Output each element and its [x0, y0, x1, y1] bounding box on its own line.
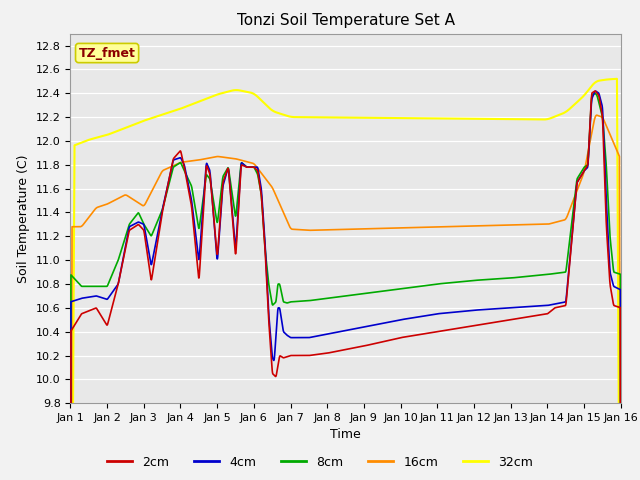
Y-axis label: Soil Temperature (C): Soil Temperature (C) [17, 154, 30, 283]
Text: TZ_fmet: TZ_fmet [79, 47, 136, 60]
Legend: 2cm, 4cm, 8cm, 16cm, 32cm: 2cm, 4cm, 8cm, 16cm, 32cm [102, 451, 538, 474]
Title: Tonzi Soil Temperature Set A: Tonzi Soil Temperature Set A [237, 13, 454, 28]
X-axis label: Time: Time [330, 429, 361, 442]
